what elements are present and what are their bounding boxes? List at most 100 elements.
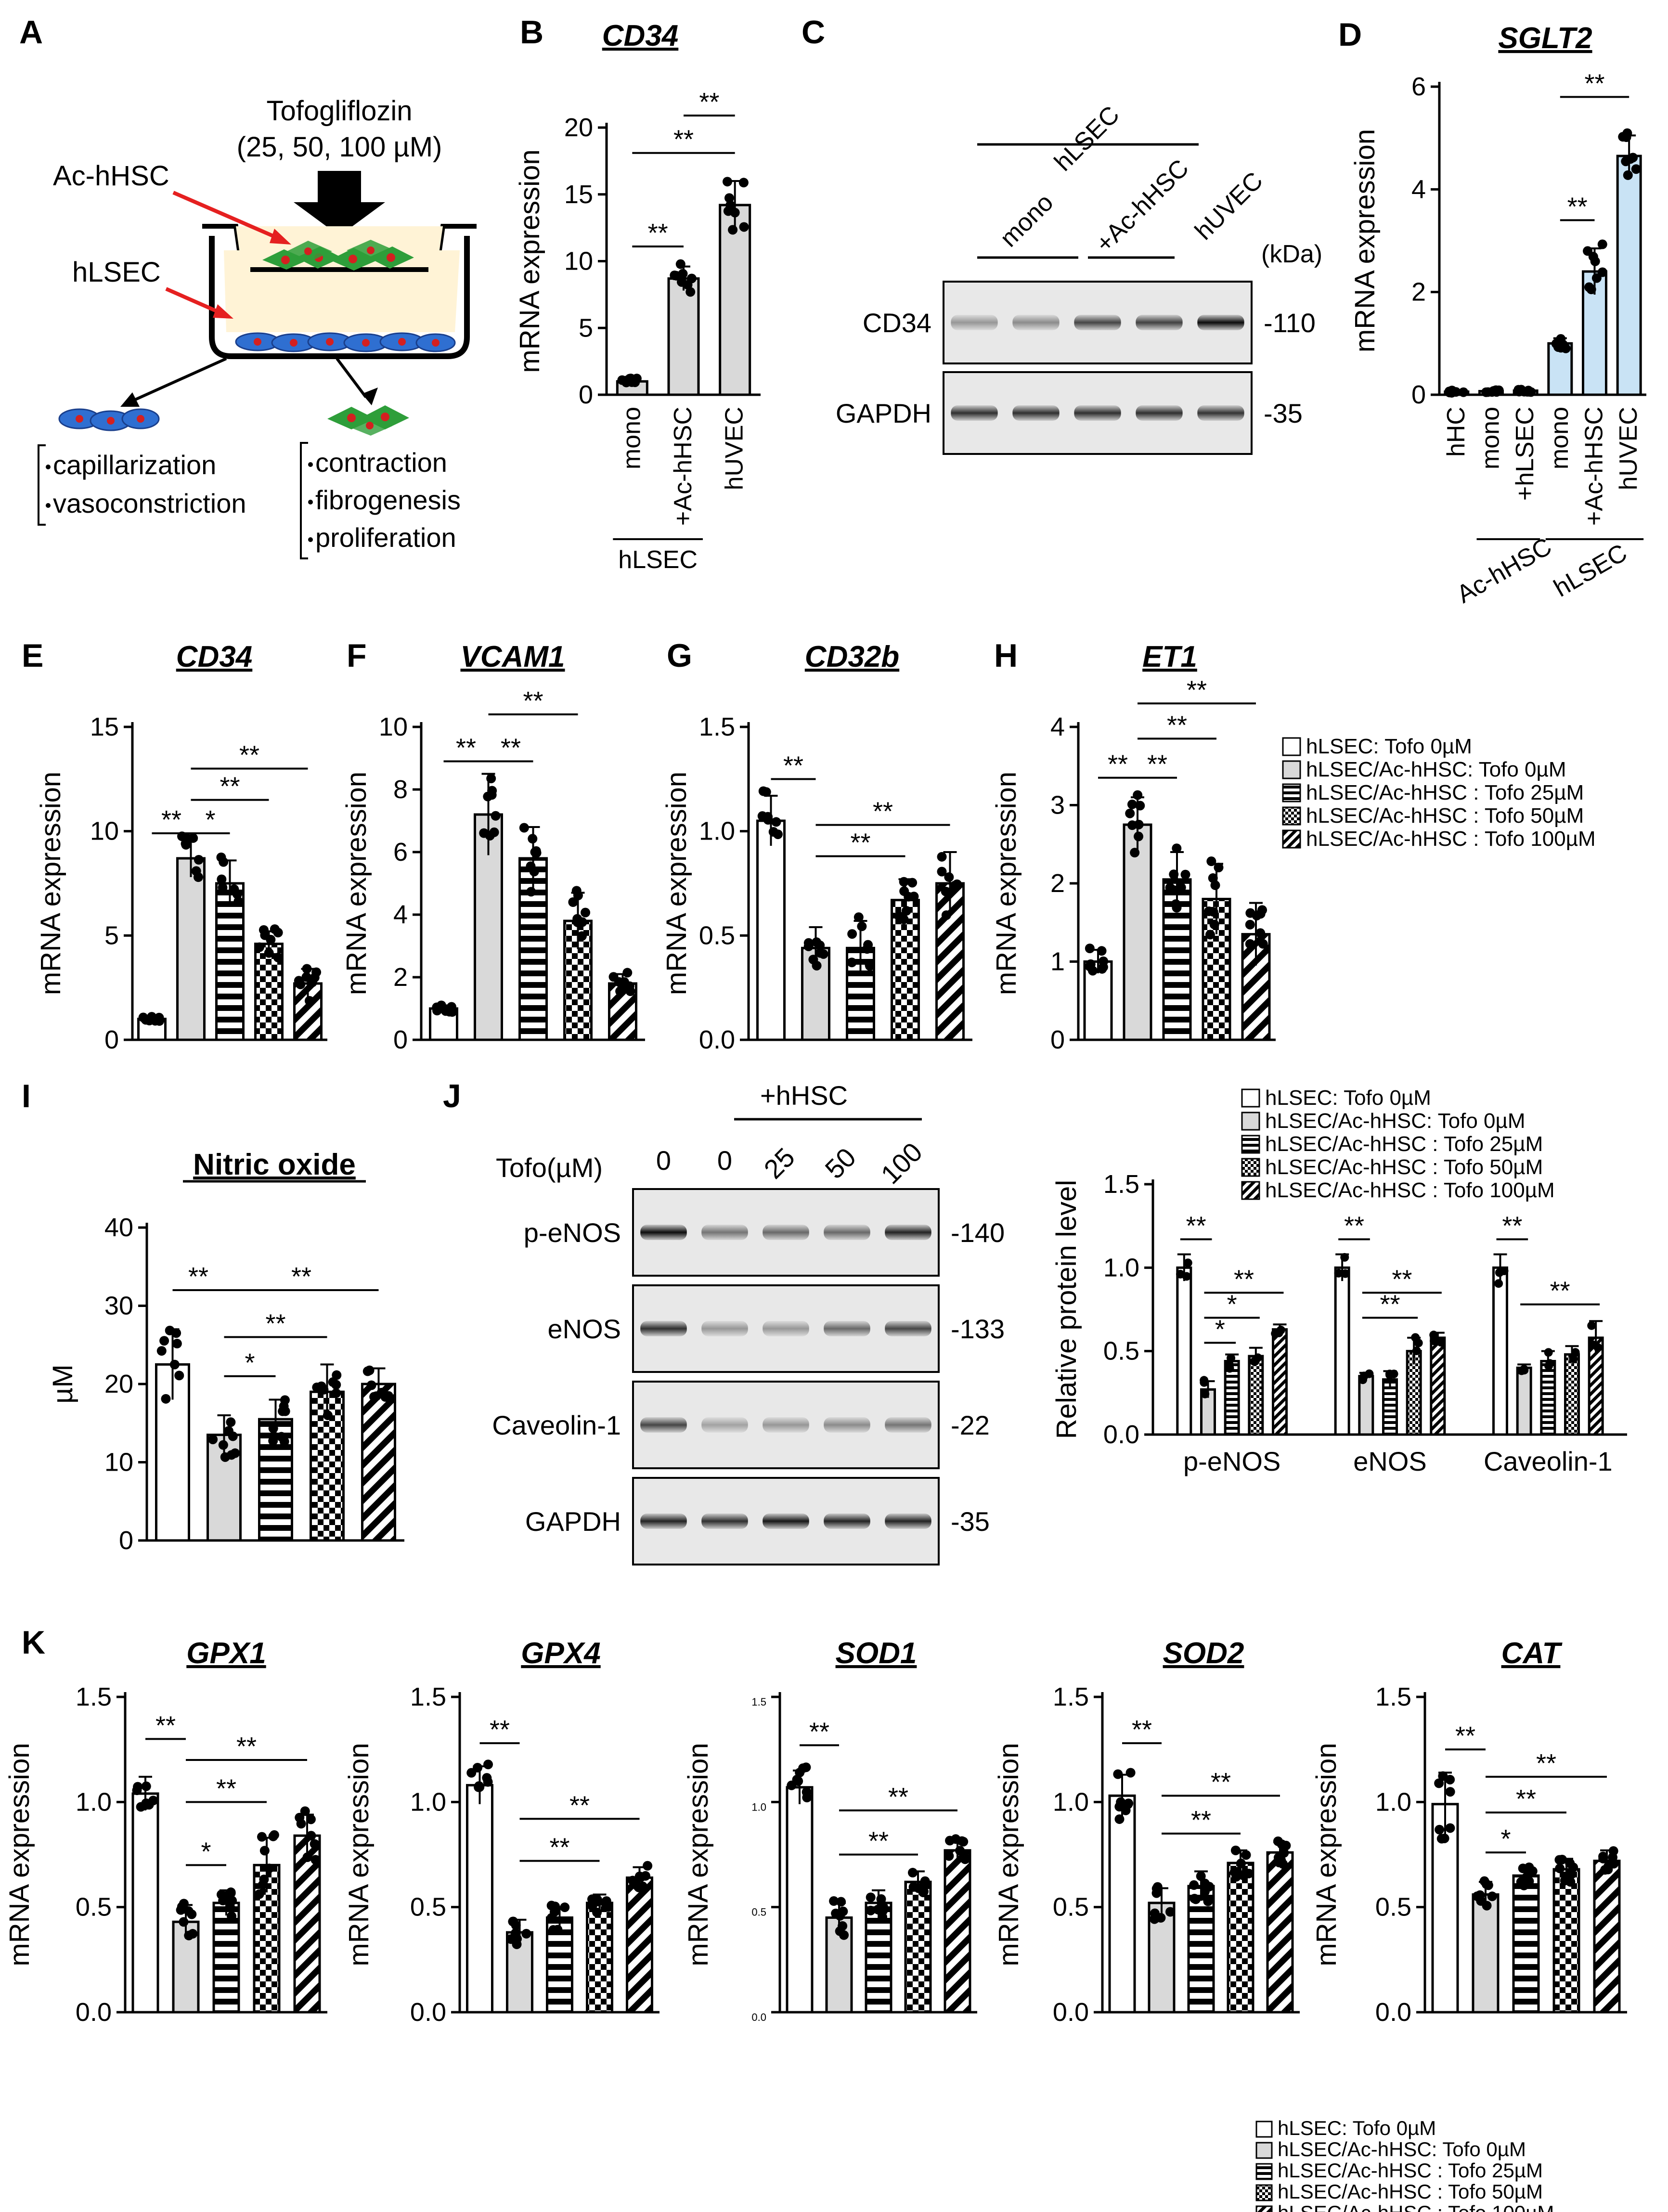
data-point [376,1387,387,1397]
blot-band [885,1513,931,1529]
y-tick-label: 8 [393,775,408,804]
data-point [526,861,536,871]
data-point [254,942,264,952]
blot-kda: -110 [1264,308,1316,338]
y-tick-label: 10 [379,712,408,741]
data-point [908,1882,918,1892]
y-tick-label: 10 [104,1448,133,1477]
sig-label: ** [220,772,240,801]
blot-band [1197,315,1244,330]
data-point [1196,1871,1206,1881]
data-point [835,1911,845,1921]
y-axis-title: mRNA expression [683,1743,714,1966]
data-point [161,1394,171,1404]
legend-entry: hLSEC: Tofo 0µM [1306,735,1472,758]
data-point [853,912,864,922]
sig-label: ** [1147,750,1167,779]
blot-band [1074,315,1121,330]
x-tick-label: hUVEC [721,407,749,490]
data-point [280,1406,290,1416]
y-tick-label: 5 [579,313,593,342]
data-point [276,1432,286,1442]
data-point [1412,1346,1421,1356]
blot-band [1012,405,1060,421]
legend-swatch [1241,1135,1260,1154]
y-tick-label: 1.5 [699,712,735,741]
legend-swatch [1241,1181,1260,1200]
data-point [1487,387,1498,397]
sig-label: ** [1536,1749,1556,1778]
data-point [1209,919,1219,930]
y-axis-title: mRNA expression [661,772,692,995]
data-point [508,1916,518,1927]
arrow-to-hsc-icon [362,388,378,405]
y-tick-label: 0.0 [699,1025,735,1054]
blot-band [640,1225,687,1240]
data-point [1475,1890,1485,1900]
y-tick-label: 1.5 [751,1696,766,1708]
sig-label: ** [1191,1806,1211,1835]
data-point [818,949,828,959]
hsc-effect-3: proliferation [315,522,456,553]
group-label: Ac-hHSC [1452,532,1556,609]
blot-band [824,1417,870,1433]
data-point [793,1776,803,1786]
sig-label: ** [569,1791,590,1820]
data-point [306,1831,316,1841]
sig-label: * [1215,1315,1225,1344]
x-group-label: eNOS [1353,1446,1427,1476]
sig-label: ** [809,1717,829,1746]
data-point [194,854,204,865]
y-axis-title: mRNA expression [1311,1743,1342,1966]
data-point [179,1917,189,1927]
data-point [553,1925,563,1935]
data-point [268,1423,278,1434]
bar [1358,1375,1374,1436]
x-group-label: p-eNOS [1183,1446,1280,1476]
bar [1123,823,1152,1041]
data-point [491,811,501,821]
data-point [866,1892,876,1902]
data-point [475,1782,485,1792]
data-point [1487,1891,1497,1902]
data-point [1571,1348,1580,1357]
sig-label: * [201,1837,211,1866]
data-point [857,921,867,931]
data-point [918,1881,929,1891]
data-point [1451,387,1461,397]
data-point [295,1812,305,1823]
blot-kda: -140 [951,1217,1005,1248]
bar [1406,1350,1422,1436]
y-tick-label: 20 [104,1370,133,1398]
y-tick-label: 1.5 [1375,1682,1411,1711]
chart-title: GPX4 [521,1637,600,1670]
data-point [1358,1375,1368,1384]
bar [1516,1366,1532,1436]
data-point [1087,966,1098,976]
data-point [1554,1855,1565,1865]
hsc-pointer [172,191,285,243]
data-point [802,1793,812,1803]
data-point [512,1939,522,1949]
data-point [530,847,540,857]
data-point [803,941,814,951]
data-point [904,892,914,902]
data-point [528,834,538,844]
data-point [1517,1366,1526,1375]
data-point [1151,1884,1162,1894]
data-point [1524,387,1534,397]
data-point [592,1895,602,1905]
blot-band [1197,405,1244,421]
blot-band [1136,315,1183,330]
data-point [259,1875,269,1885]
legend-swatch [1241,1112,1260,1131]
data-point [1385,1370,1394,1379]
data-point [1258,939,1268,949]
lsec-cell-illustration [58,408,160,431]
data-point [739,222,749,232]
data-point [312,1382,322,1392]
